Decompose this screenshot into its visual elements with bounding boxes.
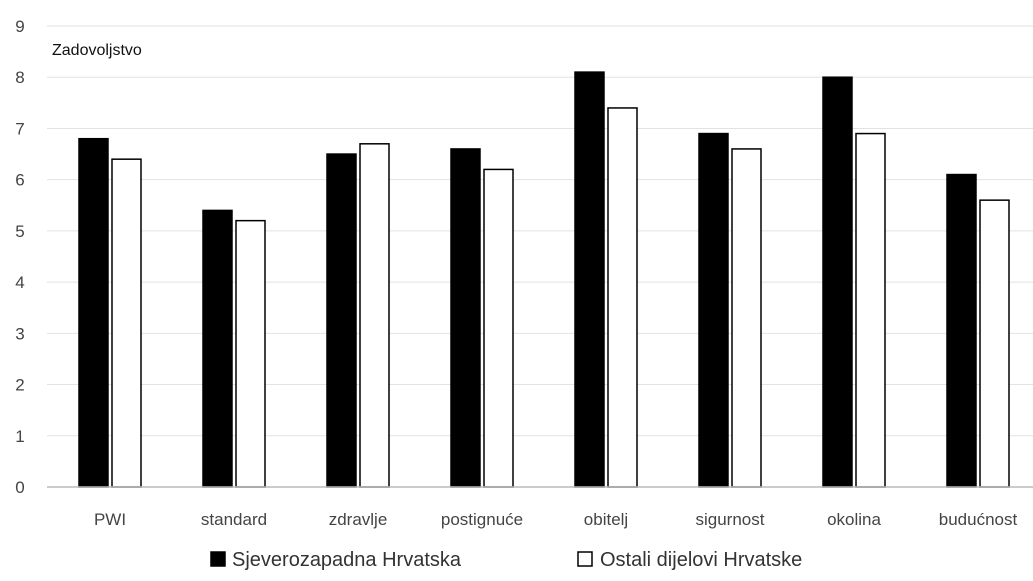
x-category-label: PWI	[94, 510, 126, 529]
x-category-label: okolina	[827, 510, 881, 529]
x-category-label: sigurnost	[696, 510, 765, 529]
bar-series-2	[483, 168, 514, 488]
bar-series-1	[450, 148, 481, 488]
x-category-label: zdravlje	[329, 510, 388, 529]
bar-series-2	[855, 132, 886, 488]
x-axis-categories: PWI standard zdravlje postignuće obitelj sigu…	[94, 510, 1018, 529]
y-axis-ticks: 0 1 2 3 4 5 6 7 8 9	[15, 17, 24, 497]
legend: Sjeverozapadna Hrvatska Ostali dijelovi H…	[210, 549, 802, 571]
y-tick-label: 0	[15, 478, 24, 497]
bar-series-1	[698, 132, 729, 488]
bar-series-1	[574, 71, 605, 488]
bar-series-2	[111, 158, 142, 488]
x-category-label: obitelj	[584, 510, 628, 529]
legend-label-series-1: Sjeverozapadna Hrvatska	[232, 549, 462, 571]
y-tick-label: 9	[15, 17, 24, 36]
bar-series-2	[979, 199, 1010, 488]
bar-series-2	[235, 219, 266, 488]
y-tick-label: 3	[15, 324, 24, 343]
bar-series-2	[731, 148, 762, 488]
x-category-label: standard	[201, 510, 267, 529]
y-tick-label: 7	[15, 119, 24, 138]
bar-series-1	[78, 137, 109, 488]
y-tick-label: 1	[15, 427, 24, 446]
bar-series-1	[202, 209, 233, 488]
y-tick-label: 5	[15, 222, 24, 241]
bars	[78, 71, 1010, 488]
y-axis-title: Zadovoljstvo	[52, 42, 142, 59]
bar-series-2	[359, 143, 390, 488]
bar-series-1	[326, 153, 357, 488]
legend-swatch-series-1	[210, 551, 226, 567]
bar-series-1	[946, 173, 977, 488]
x-category-label: postignuće	[441, 510, 523, 529]
bar-series-2	[607, 107, 638, 488]
y-tick-label: 2	[15, 376, 24, 395]
y-tick-label: 4	[15, 273, 24, 292]
legend-swatch-series-2	[577, 551, 593, 567]
bar-series-1	[822, 76, 853, 488]
legend-label-series-2: Ostali dijelovi Hrvatske	[600, 549, 802, 571]
x-category-label: budućnost	[939, 510, 1018, 529]
y-tick-label: 8	[15, 68, 24, 87]
y-tick-label: 6	[15, 171, 24, 190]
